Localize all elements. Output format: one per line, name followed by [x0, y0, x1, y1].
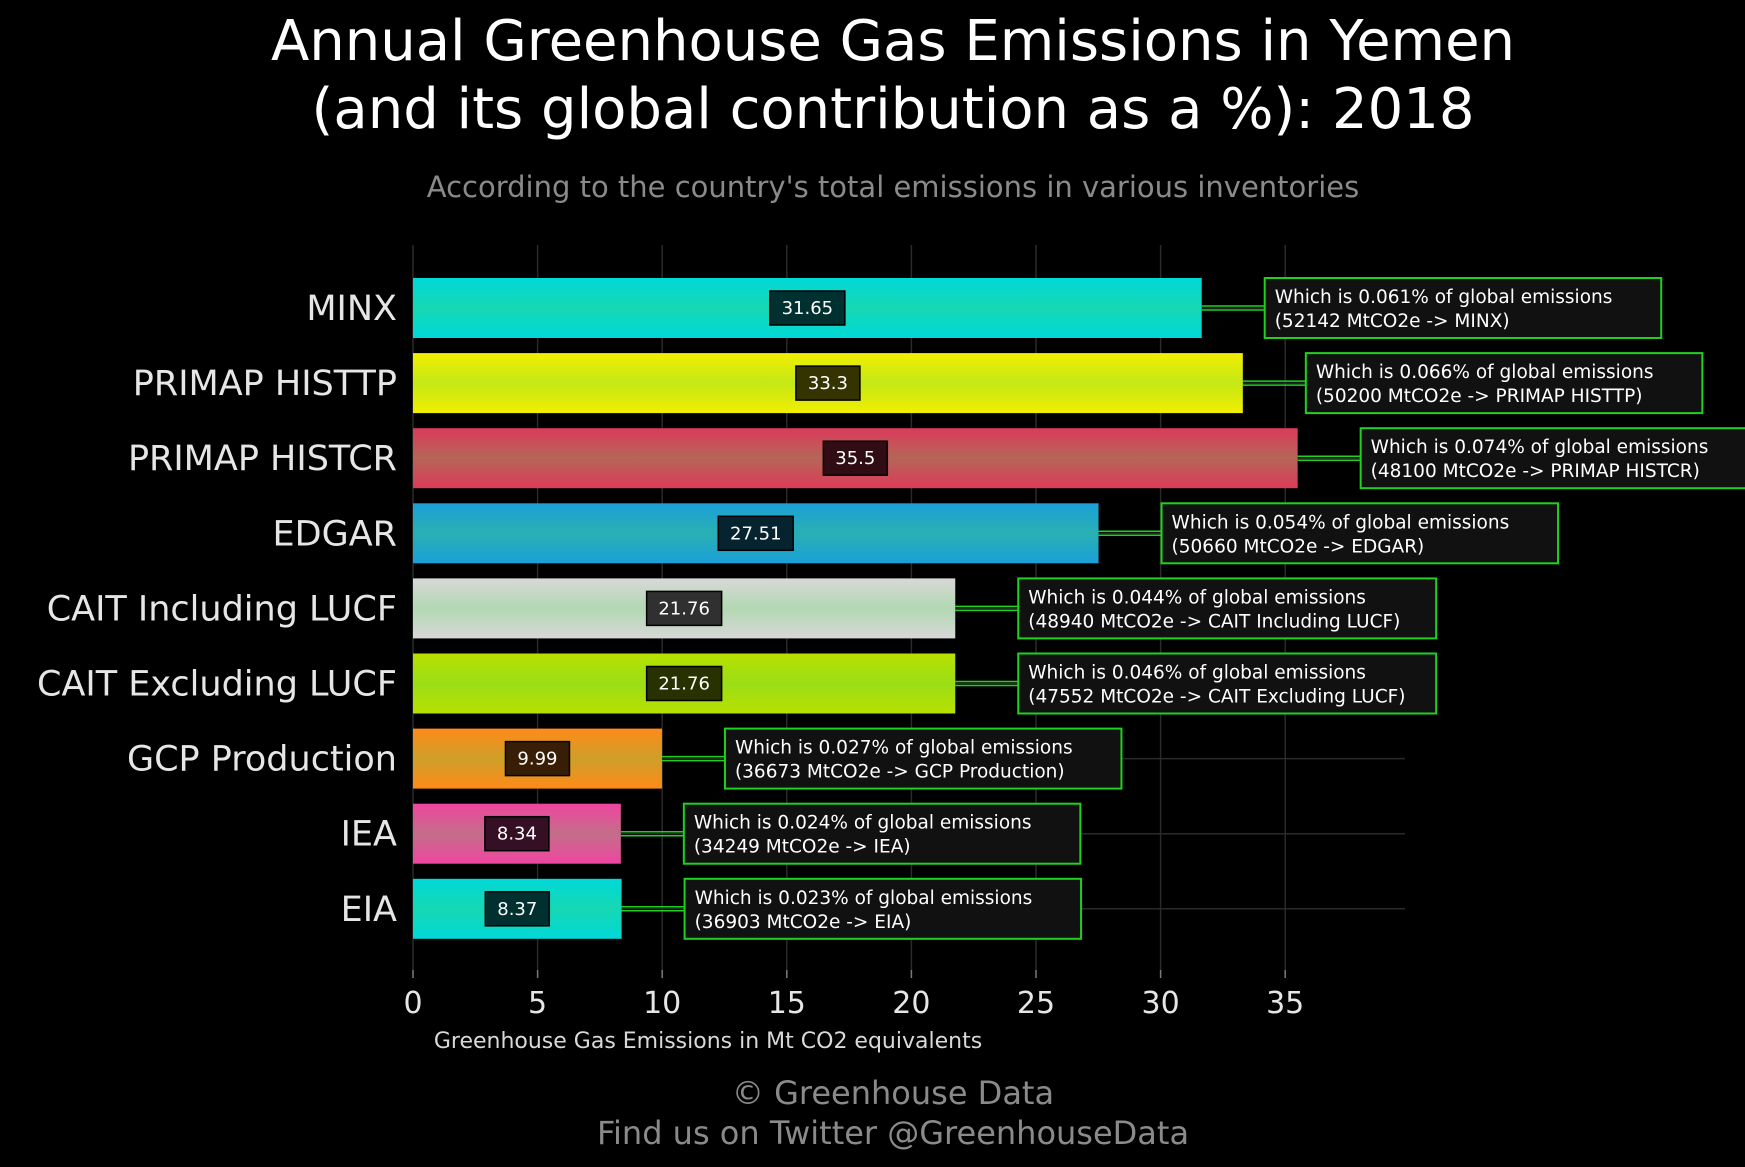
- x-tick-label: 30: [1142, 986, 1180, 1021]
- value-label-box: [822, 440, 889, 476]
- annotation-source-text: (50660 MtCO2e -> EDGAR): [1172, 536, 1425, 557]
- value-label: 8.37: [497, 899, 537, 920]
- annotation-share-text: Which is 0.061% of global emissions: [1275, 287, 1613, 308]
- value-label-box: [645, 665, 723, 702]
- annotation-box: [1304, 352, 1704, 415]
- value-label-box: [795, 365, 861, 401]
- annotation-source-text: (50200 MtCO2e -> PRIMAP HISTTP): [1316, 386, 1643, 407]
- annotation-share-text: Which is 0.046% of global emissions: [1028, 663, 1366, 684]
- x-tick-label: 25: [1017, 986, 1055, 1021]
- annotation-box: [1160, 502, 1560, 565]
- category-label: MINX: [306, 289, 397, 329]
- annotation-share-text: Which is 0.024% of global emissions: [694, 813, 1032, 834]
- annotation-connectors: [620, 305, 1361, 912]
- value-label-box: [769, 290, 846, 326]
- annotations: Which is 0.061% of global emissions (5214…: [682, 277, 1745, 940]
- annotation-share-text: Which is 0.074% of global emissions: [1371, 437, 1709, 458]
- category-label: IEA: [341, 815, 397, 855]
- bars: [413, 278, 1298, 939]
- chart-title-line-2: (and its global contribution as a %): 20…: [312, 77, 1475, 142]
- x-tick-label: 15: [768, 986, 806, 1021]
- value-label-box: [717, 515, 795, 552]
- category-label: EDGAR: [273, 514, 397, 554]
- value-label-box: [484, 815, 550, 852]
- value-label-box: [645, 590, 723, 627]
- annotation-box: [683, 877, 1083, 940]
- annotation-source-text: (36903 MtCO2e -> EIA): [695, 912, 912, 933]
- annotation-box: [723, 727, 1123, 790]
- category-label: EIA: [341, 890, 397, 930]
- value-label: 35.5: [835, 448, 875, 469]
- value-labels: 31.65 33.3 35.5 27.51 21.76 21.76 9.99 8.34 8.37: [484, 290, 889, 927]
- value-label: 21.76: [658, 598, 710, 619]
- annotation-source-text: (36673 MtCO2e -> GCP Production): [735, 762, 1065, 783]
- category-label: GCP Production: [127, 740, 397, 780]
- value-label-box: [484, 891, 551, 927]
- x-tick-label: 10: [643, 986, 681, 1021]
- value-label: 27.51: [730, 523, 782, 544]
- annotation-share-text: Which is 0.044% of global emissions: [1028, 587, 1366, 608]
- value-label: 9.99: [517, 749, 557, 770]
- annotation-source-text: (34249 MtCO2e -> IEA): [694, 837, 911, 858]
- annotation-share-text: Which is 0.054% of global emissions: [1172, 512, 1510, 533]
- value-label: 8.34: [497, 824, 537, 845]
- value-label-box: [504, 740, 571, 777]
- x-axis-title: Greenhouse Gas Emissions in Mt CO2 equiv…: [434, 1029, 982, 1054]
- category-label: PRIMAP HISTCR: [128, 439, 397, 479]
- annotation-box: [1017, 652, 1438, 715]
- chart-subtitle: According to the country's total emissio…: [427, 170, 1359, 204]
- category-labels: MINX PRIMAP HISTTP PRIMAP HISTCR EDGAR CAIT …: [37, 289, 397, 930]
- annotation-source-text: (48940 MtCO2e -> CAIT Including LUCF): [1028, 611, 1400, 632]
- annotation-box: [1263, 277, 1663, 339]
- category-label: PRIMAP HISTTP: [133, 364, 397, 404]
- annotation-box: [1359, 427, 1745, 490]
- annotation-share-text: Which is 0.066% of global emissions: [1316, 362, 1654, 383]
- value-label: 21.76: [658, 674, 710, 695]
- x-tick-label: 35: [1266, 986, 1304, 1021]
- annotation-share-text: Which is 0.027% of global emissions: [735, 738, 1073, 759]
- chart-title-line-1: Annual Greenhouse Gas Emissions in Yemen: [271, 9, 1515, 74]
- caption-twitter: Find us on Twitter @GreenhouseData: [597, 1114, 1189, 1152]
- x-tick-label: 5: [528, 986, 547, 1021]
- annotation-box: [682, 802, 1082, 865]
- category-label: CAIT Including LUCF: [47, 589, 397, 629]
- annotation-share-text: Which is 0.023% of global emissions: [695, 888, 1033, 909]
- annotation-source-text: (52142 MtCO2e -> MINX): [1275, 311, 1510, 332]
- value-label: 33.3: [808, 373, 848, 394]
- category-label: CAIT Excluding LUCF: [37, 665, 397, 705]
- caption-copyright: © Greenhouse Data: [732, 1074, 1054, 1112]
- x-tick-label: 0: [403, 986, 422, 1021]
- annotation-source-text: (47552 MtCO2e -> CAIT Excluding LUCF): [1028, 687, 1405, 708]
- x-tick-label: 20: [892, 986, 930, 1021]
- annotation-source-text: (48100 MtCO2e -> PRIMAP HISTCR): [1371, 461, 1700, 482]
- annotation-box: [1017, 577, 1438, 640]
- value-label: 31.65: [782, 298, 834, 319]
- x-axis-ticks: 0 5 10 15 20 25 30 35: [403, 970, 1304, 1021]
